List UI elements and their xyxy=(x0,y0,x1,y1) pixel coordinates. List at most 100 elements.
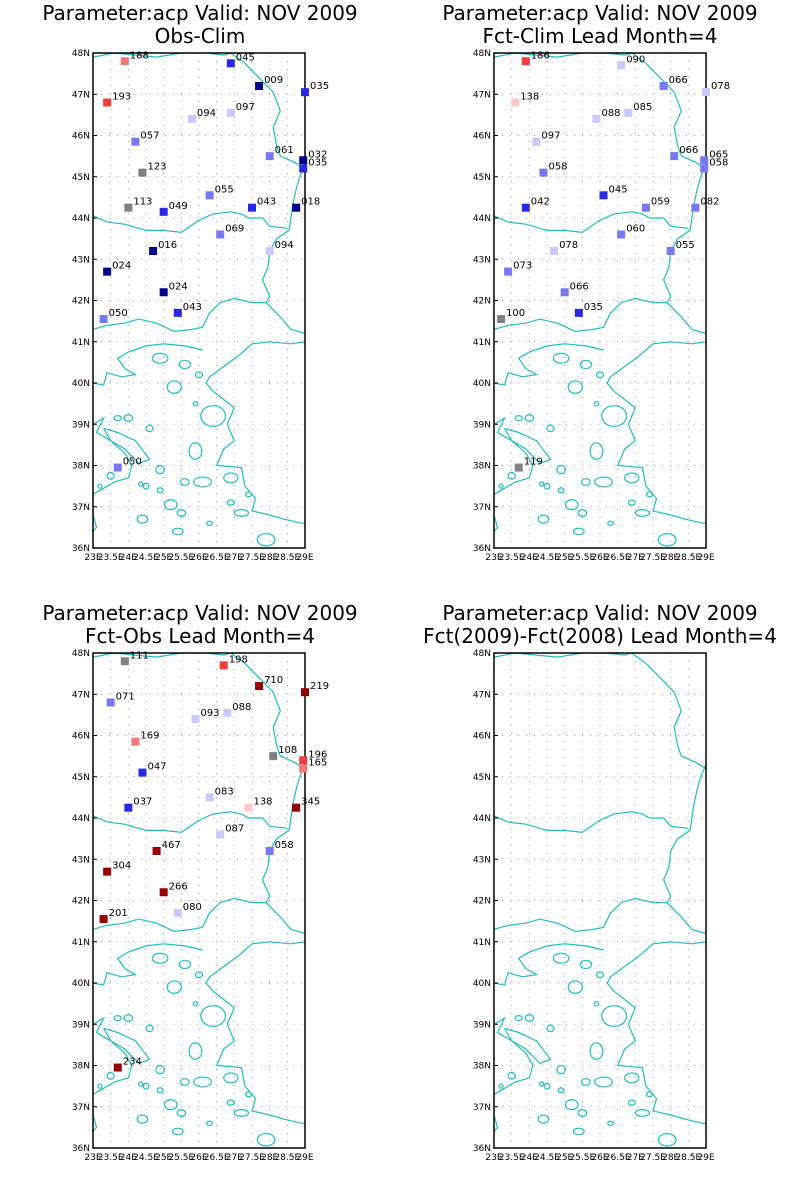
station-marker xyxy=(599,191,608,200)
station-value-label: 188 xyxy=(130,50,149,61)
station-marker xyxy=(103,267,112,276)
island xyxy=(163,499,178,511)
station-value-label: 094 xyxy=(197,108,216,119)
island xyxy=(256,1132,276,1147)
station-marker xyxy=(269,752,278,761)
island xyxy=(206,1120,214,1126)
island xyxy=(543,1082,551,1090)
coastline xyxy=(93,1016,133,1095)
station-marker xyxy=(248,203,256,212)
lon-tick-label: 25.5E xyxy=(168,1153,194,1163)
panel-title-line2: Obs-Clim xyxy=(155,24,246,48)
station-marker xyxy=(521,203,530,212)
station-value-label: 071 xyxy=(116,692,135,703)
coastline xyxy=(494,211,689,234)
island xyxy=(136,514,149,524)
island xyxy=(507,1071,516,1080)
island xyxy=(163,1099,178,1111)
lat-tick-label: 46N xyxy=(473,732,491,742)
station-marker xyxy=(99,915,108,924)
island xyxy=(567,380,583,394)
island xyxy=(145,424,154,433)
station-value-label: 138 xyxy=(520,92,539,103)
lon-tick-label: 26.5E xyxy=(204,1153,230,1163)
coastline xyxy=(494,1114,499,1132)
coastline xyxy=(93,211,288,234)
panel-title-line1: Parameter:acp Valid: NOV 2009 xyxy=(42,1,357,25)
station-marker xyxy=(152,847,161,855)
station-value-label: 024 xyxy=(112,261,131,272)
station-value-label: 266 xyxy=(169,881,188,892)
station-value-label: 073 xyxy=(513,261,532,272)
lon-tick-label: 24.5E xyxy=(534,553,560,563)
coastline xyxy=(494,297,668,333)
station-marker xyxy=(700,164,709,173)
island xyxy=(556,464,566,475)
station-value-label: 082 xyxy=(700,197,719,208)
station-value-label: 009 xyxy=(264,75,283,86)
lat-tick-label: 45N xyxy=(473,773,491,783)
station-value-label: 097 xyxy=(541,131,560,142)
lat-tick-label: 42N xyxy=(473,897,491,907)
coastline xyxy=(494,897,668,933)
lon-tick-label: 29E xyxy=(697,1153,714,1163)
station-value-label: 123 xyxy=(147,162,166,173)
island xyxy=(194,971,204,979)
lat-tick-label: 45N xyxy=(72,773,90,783)
island xyxy=(557,1087,565,1094)
coastline xyxy=(504,427,552,465)
island xyxy=(113,414,122,422)
station-marker xyxy=(216,230,225,239)
island xyxy=(567,980,583,994)
coastline xyxy=(265,902,305,935)
coastlines xyxy=(494,53,706,547)
station-marker xyxy=(292,203,301,212)
island xyxy=(552,352,570,364)
lat-tick-label: 47N xyxy=(473,90,491,100)
station-value-label: 059 xyxy=(651,197,670,208)
island xyxy=(180,478,190,486)
island xyxy=(156,1087,164,1094)
coastline xyxy=(93,514,98,532)
station-marker xyxy=(550,247,559,255)
lon-tick-label: 26E xyxy=(190,553,207,563)
lat-tick-label: 38N xyxy=(72,462,90,472)
island xyxy=(223,1072,239,1084)
island xyxy=(607,1120,615,1126)
coastline xyxy=(93,897,267,933)
island xyxy=(657,1132,677,1147)
station-marker xyxy=(138,168,147,177)
lat-tick-label: 41N xyxy=(473,338,491,348)
coastline xyxy=(93,811,288,834)
island xyxy=(226,1099,235,1106)
lon-tick-label: 28E xyxy=(662,1153,679,1163)
station-value-label: 016 xyxy=(158,240,177,251)
lon-tick-label: 24E xyxy=(521,553,538,563)
island xyxy=(113,1014,122,1022)
island xyxy=(200,405,227,427)
coastline xyxy=(494,343,604,386)
lon-tick-label: 24.5E xyxy=(133,553,159,563)
station-marker xyxy=(497,315,506,324)
panel-title-line1: Parameter:acp Valid: NOV 2009 xyxy=(42,601,357,625)
station-marker xyxy=(99,315,108,324)
lon-tick-label: 23.5E xyxy=(499,553,525,563)
lon-tick-label: 29E xyxy=(697,553,714,563)
lat-tick-label: 41N xyxy=(473,938,491,948)
coastlines xyxy=(93,53,305,547)
station-value-label: 050 xyxy=(123,457,142,468)
station-value-label: 085 xyxy=(633,102,652,113)
island xyxy=(256,532,276,547)
station-marker xyxy=(617,61,626,70)
island xyxy=(192,400,199,407)
lon-tick-label: 24.5E xyxy=(133,1153,159,1163)
island xyxy=(627,1099,636,1106)
island xyxy=(564,1099,579,1111)
station-value-label: 061 xyxy=(275,145,294,156)
island xyxy=(593,1000,600,1007)
station-marker xyxy=(301,88,309,97)
station-marker xyxy=(301,688,309,697)
island xyxy=(546,424,555,433)
island xyxy=(646,1091,653,1098)
lon-tick-label: 25E xyxy=(556,553,573,563)
